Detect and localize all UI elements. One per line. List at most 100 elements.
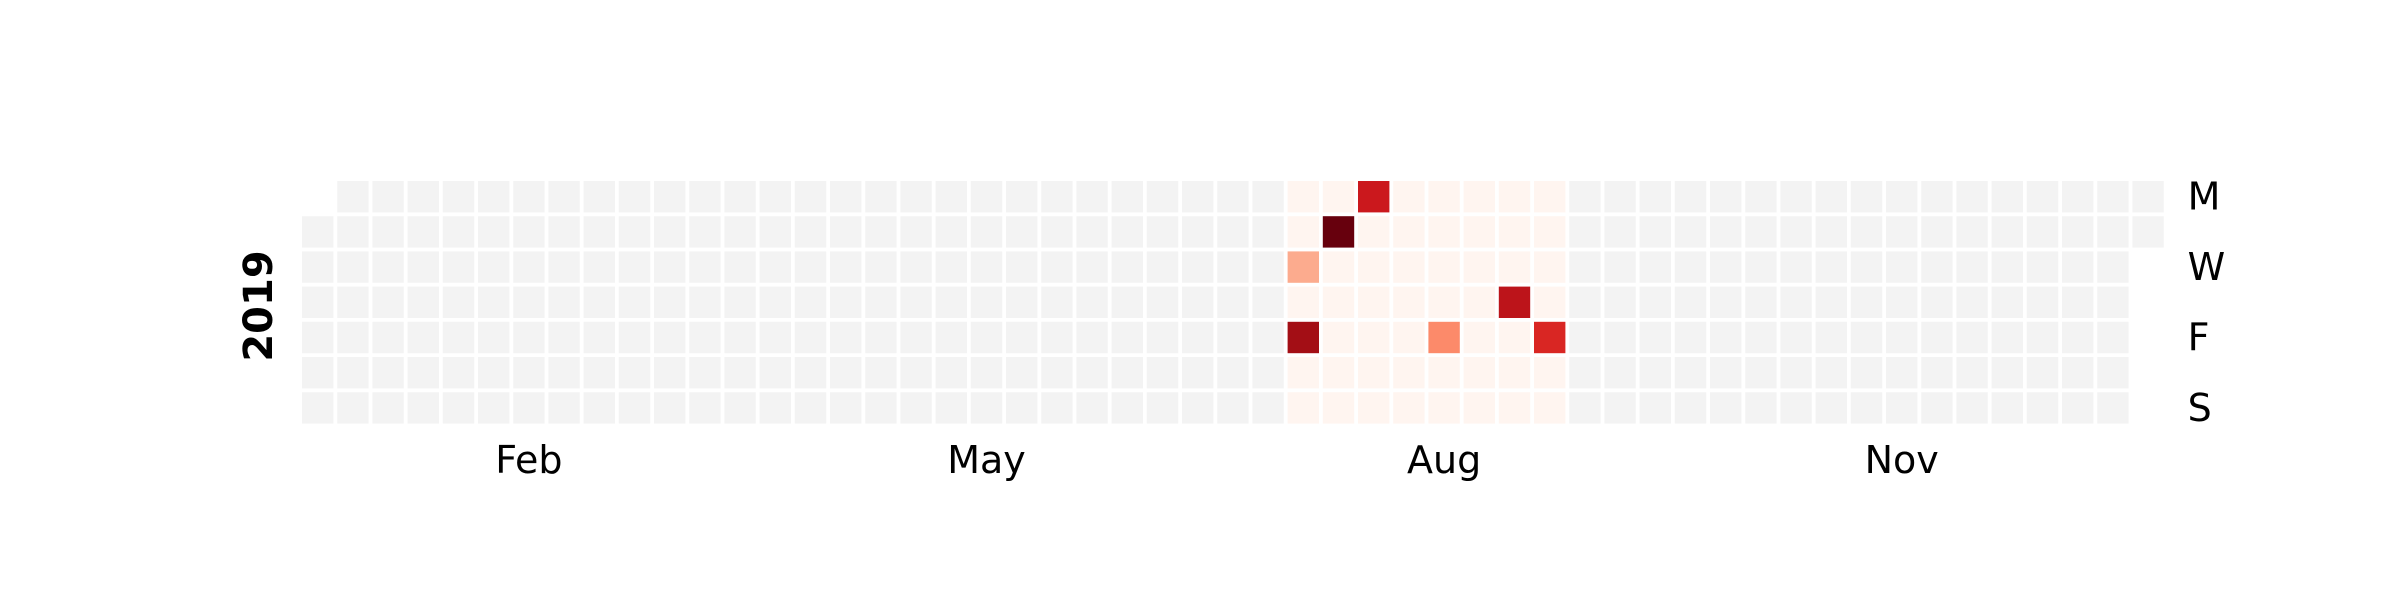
day-cell-2019-10-12 <box>1710 357 1742 389</box>
day-cell-2019-04-27 <box>865 357 897 389</box>
day-cell-2019-03-05 <box>618 216 651 248</box>
day-cell-2019-08-24 <box>1463 357 1495 389</box>
day-cell-2019-09-29 <box>1639 392 1671 424</box>
day-cell-2019-03-08 <box>618 321 651 354</box>
day-cell-2019-07-25 <box>1322 286 1355 318</box>
day-cell-2019-04-25 <box>865 286 897 318</box>
day-cell-2019-09-02 <box>1534 181 1566 213</box>
day-cell-2019-07-30 <box>1358 216 1390 248</box>
day-cell-2019-05-12 <box>935 392 967 424</box>
day-cell-2019-08-21 <box>1463 251 1495 283</box>
day-cell-2019-11-07 <box>1850 286 1883 318</box>
day-cell-2019-03-09 <box>618 357 651 389</box>
day-cell-2019-10-07 <box>1710 181 1742 213</box>
day-cell-2019-08-10 <box>1393 357 1425 389</box>
day-cell-2019-10-04 <box>1674 321 1707 354</box>
day-cell-2019-06-21 <box>1146 321 1179 354</box>
day-cell-2019-02-15 <box>513 321 545 354</box>
day-cell-2019-10-22 <box>1780 216 1812 248</box>
day-cell-2019-09-01 <box>1498 392 1531 424</box>
day-cell-2019-07-15 <box>1287 181 1319 213</box>
day-cell-2019-01-05 <box>302 357 334 389</box>
day-cell-2019-07-04 <box>1217 286 1249 318</box>
day-cell-2019-03-27 <box>724 251 756 283</box>
day-cell-2019-04-22 <box>865 181 897 213</box>
day-cell-2019-03-18 <box>689 181 721 213</box>
day-cell-2019-06-23 <box>1146 392 1179 424</box>
day-cell-2019-11-03 <box>1815 392 1847 424</box>
day-cell-2019-07-24 <box>1322 251 1355 283</box>
day-cell-2019-08-14 <box>1428 251 1460 283</box>
day-cell-2019-10-15 <box>1745 216 1777 248</box>
day-cell-2019-12-23 <box>2097 181 2129 213</box>
day-cell-2019-10-11 <box>1710 321 1742 354</box>
day-cell-2019-01-15 <box>372 216 404 248</box>
day-cell-2019-03-21 <box>689 286 721 318</box>
day-cell-2019-11-12 <box>1886 216 1918 248</box>
day-cell-2019-02-25 <box>583 181 615 213</box>
day-cell-2019-01-26 <box>407 357 439 389</box>
day-cell-2019-03-23 <box>689 357 721 389</box>
day-cell-2019-09-23 <box>1639 181 1671 213</box>
day-cell-2019-12-29 <box>2097 392 2129 424</box>
day-cell-2019-03-24 <box>689 392 721 424</box>
day-cell-2019-10-30 <box>1815 251 1847 283</box>
day-cell-2019-05-08 <box>935 251 967 283</box>
day-cell-2019-01-01 <box>302 216 334 248</box>
day-cell-2019-01-25 <box>407 321 439 354</box>
day-cell-2019-07-08 <box>1252 181 1284 213</box>
day-cell-2019-10-16 <box>1745 251 1777 283</box>
day-cell-2019-08-05 <box>1393 181 1425 213</box>
day-cell-2019-12-31 <box>2132 216 2164 248</box>
day-cell-2019-07-11 <box>1252 286 1284 318</box>
day-cell-2019-06-12 <box>1111 251 1143 283</box>
day-cell-2019-09-14 <box>1569 357 1601 389</box>
day-cell-2019-10-13 <box>1710 392 1742 424</box>
day-cell-2019-07-03 <box>1217 251 1249 283</box>
day-cell-2019-10-02 <box>1674 251 1707 283</box>
day-cell-2019-03-20 <box>689 251 721 283</box>
day-cell-2019-10-23 <box>1780 251 1812 283</box>
day-cell-2019-03-01 <box>583 321 615 354</box>
day-cell-2019-02-03 <box>442 392 475 424</box>
day-cell-2019-04-15 <box>830 181 862 213</box>
day-cell-2019-04-18 <box>830 286 862 318</box>
day-cell-2019-05-11 <box>935 357 967 389</box>
day-cell-2019-04-23 <box>865 216 897 248</box>
day-cell-2019-06-20 <box>1146 286 1179 318</box>
day-cell-2019-04-14 <box>794 392 827 424</box>
day-cell-2019-11-28 <box>1956 286 1988 318</box>
day-cell-2019-05-24 <box>1006 321 1038 354</box>
day-cell-2019-04-16 <box>830 216 862 248</box>
day-cell-2019-03-31 <box>724 392 756 424</box>
day-cell-2019-01-23 <box>407 251 439 283</box>
day-cell-2019-02-09 <box>478 357 510 389</box>
day-cell-2019-02-22 <box>548 321 580 354</box>
day-cell-2019-10-09 <box>1710 251 1742 283</box>
day-cell-2019-06-18 <box>1146 216 1179 248</box>
day-cell-2019-11-11 <box>1886 181 1918 213</box>
day-cell-2019-11-08 <box>1850 321 1883 354</box>
day-cell-2019-02-20 <box>548 251 580 283</box>
day-cell-2019-12-16 <box>2062 181 2094 213</box>
day-cell-2019-11-23 <box>1921 357 1953 389</box>
day-cell-2019-07-12 <box>1252 321 1284 354</box>
day-cell-2019-02-24 <box>548 392 580 424</box>
day-cell-2019-01-31 <box>442 286 475 318</box>
day-cell-2019-05-06 <box>935 181 967 213</box>
day-cell-2019-08-17 <box>1428 357 1460 389</box>
day-cell-2019-12-25 <box>2097 251 2129 283</box>
day-cell-2019-10-18 <box>1745 321 1777 354</box>
day-cell-2019-12-18 <box>2062 251 2094 283</box>
day-cell-2019-12-30 <box>2132 181 2164 213</box>
day-cell-2019-11-18 <box>1921 181 1953 213</box>
day-cell-2019-11-14 <box>1886 286 1918 318</box>
day-cell-2019-06-03 <box>1076 181 1108 213</box>
day-cell-2019-10-28 <box>1815 181 1847 213</box>
day-cell-2019-06-28 <box>1182 321 1214 354</box>
day-cell-2019-05-02 <box>900 286 932 318</box>
day-cell-2019-07-31 <box>1358 251 1390 283</box>
day-cell-2019-06-14 <box>1111 321 1143 354</box>
day-cell-2019-01-29 <box>442 216 475 248</box>
day-cell-2019-08-23 <box>1463 321 1495 354</box>
